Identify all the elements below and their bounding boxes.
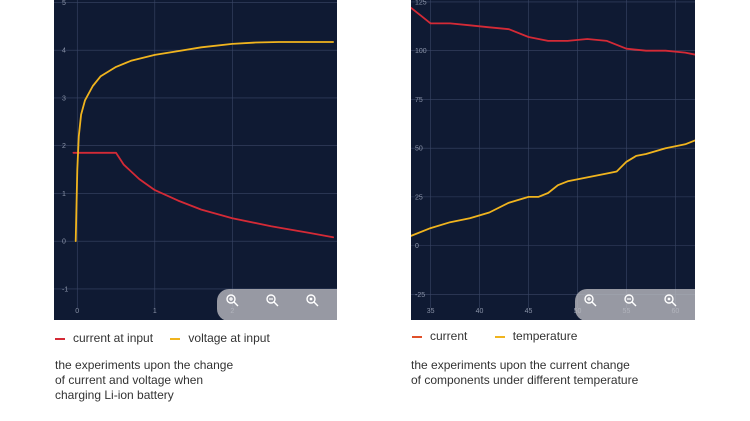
zoom-in-button[interactable] <box>225 293 241 309</box>
zoom-reset-button[interactable] <box>663 293 679 309</box>
chart-caption-left: the experiments upon the change of curre… <box>55 358 234 402</box>
chart-legend-right: current temperature <box>412 329 591 343</box>
chart-area-right: -250255075100125354045505560 <box>411 0 695 320</box>
series-line-temperature <box>411 139 695 237</box>
zoom-reset-icon <box>664 294 677 307</box>
y-tick-label: 4 <box>62 48 66 55</box>
y-tick-label: 3 <box>62 95 66 102</box>
legend-label: current at input <box>73 331 154 345</box>
series-line-voltage-at-input <box>74 41 335 243</box>
y-tick-label: 75 <box>415 97 423 104</box>
y-tick-label: 1 <box>62 191 66 198</box>
y-tick-label: 100 <box>415 48 427 55</box>
series-line-current <box>411 6 695 56</box>
y-tick-label: 125 <box>415 0 427 6</box>
chart-legend-left: current at input voltage at input <box>55 331 284 345</box>
legend-swatch <box>55 337 65 340</box>
line-chart-left: -1012345012 <box>54 0 337 315</box>
y-tick-label: 2 <box>62 143 66 150</box>
chart-area-left: -1012345012 <box>54 0 337 320</box>
zoom-in-icon <box>226 294 239 307</box>
x-tick-label: 1 <box>153 308 157 315</box>
zoom-out-icon <box>624 294 637 307</box>
zoom-reset-button[interactable] <box>305 293 321 309</box>
series-line-current-at-input <box>72 151 335 239</box>
y-tick-label: 25 <box>415 194 423 201</box>
zoom-reset-icon <box>306 294 319 307</box>
y-tick-label: -25 <box>415 292 425 299</box>
legend-label: temperature <box>512 329 578 343</box>
zoom-toolbar-right <box>575 289 695 320</box>
legend-label: current <box>430 329 468 343</box>
legend-swatch <box>494 335 505 338</box>
legend-item[interactable]: voltage at input <box>170 331 270 345</box>
y-tick-label: -1 <box>62 286 68 293</box>
zoom-out-button[interactable] <box>623 293 639 309</box>
y-tick-label: 50 <box>415 146 423 153</box>
y-tick-label: 0 <box>62 239 66 246</box>
zoom-in-icon <box>584 294 597 307</box>
x-tick-label: 45 <box>525 308 533 315</box>
line-chart-right: -250255075100125354045505560 <box>411 0 695 315</box>
legend-label: voltage at input <box>188 331 270 345</box>
legend-item[interactable]: temperature <box>494 329 578 343</box>
legend-item[interactable]: current at input <box>55 331 153 345</box>
chart-caption-right: the experiments upon the current change … <box>411 358 639 387</box>
zoom-out-button[interactable] <box>265 293 281 309</box>
zoom-toolbar-left <box>217 289 337 320</box>
legend-swatch <box>412 335 422 338</box>
legend-swatch <box>170 337 181 340</box>
x-tick-label: 40 <box>476 308 484 315</box>
legend-item[interactable]: current <box>412 329 467 343</box>
zoom-out-icon <box>266 294 279 307</box>
y-tick-label: 0 <box>415 243 419 250</box>
zoom-in-button[interactable] <box>583 293 599 309</box>
x-tick-label: 35 <box>427 308 435 315</box>
x-tick-label: 0 <box>75 308 79 315</box>
y-tick-label: 5 <box>62 0 66 7</box>
